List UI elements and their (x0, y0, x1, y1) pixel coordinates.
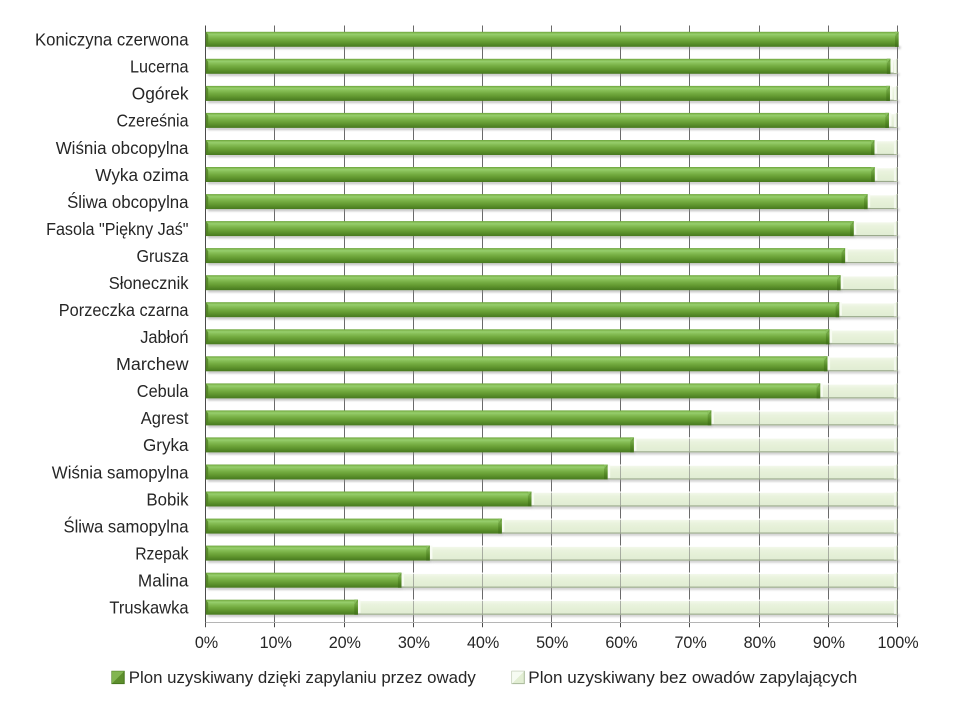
svg-text:Ogórek: Ogórek (132, 84, 189, 104)
svg-text:0%: 0% (195, 634, 218, 652)
svg-text:50%: 50% (536, 634, 568, 652)
svg-text:Bobik: Bobik (146, 489, 188, 509)
svg-text:Koniczyna czerwona: Koniczyna czerwona (35, 30, 189, 50)
svg-text:Plon uzyskiwany dzięki zapylan: Plon uzyskiwany dzięki zapylaniu przez o… (129, 668, 477, 687)
svg-text:Słonecznik: Słonecznik (109, 273, 189, 293)
svg-text:Marchew: Marchew (116, 354, 189, 374)
svg-text:Lucerna: Lucerna (130, 57, 189, 77)
svg-text:Malina: Malina (138, 571, 189, 591)
svg-text:Plon uzyskiwany bez owadów zap: Plon uzyskiwany bez owadów zapylających (528, 668, 857, 687)
svg-text:Śliwa obcopylna: Śliwa obcopylna (67, 192, 189, 212)
svg-text:90%: 90% (813, 634, 845, 652)
svg-text:Wiśnia samopylna: Wiśnia samopylna (52, 462, 189, 482)
svg-text:Cebula: Cebula (137, 381, 189, 401)
svg-text:Czereśnia: Czereśnia (117, 111, 189, 131)
svg-text:Gryka: Gryka (143, 435, 189, 455)
svg-text:100%: 100% (877, 634, 918, 652)
svg-text:60%: 60% (605, 634, 637, 652)
svg-text:Wiśnia obcopylna: Wiśnia obcopylna (56, 138, 189, 158)
svg-text:30%: 30% (398, 634, 430, 652)
svg-text:80%: 80% (744, 634, 776, 652)
svg-text:Agrest: Agrest (141, 408, 189, 428)
svg-text:Jabłoń: Jabłoń (140, 327, 188, 347)
svg-text:10%: 10% (260, 634, 292, 652)
svg-text:Porzeczka czarna: Porzeczka czarna (59, 300, 189, 320)
svg-text:Fasola "Piękny Jaś": Fasola "Piękny Jaś" (46, 219, 188, 239)
svg-text:70%: 70% (675, 634, 707, 652)
svg-text:Rzepak: Rzepak (135, 543, 189, 563)
svg-text:Śliwa samopylna: Śliwa samopylna (64, 516, 189, 536)
svg-text:Wyka ozima: Wyka ozima (95, 165, 189, 185)
svg-text:20%: 20% (329, 634, 361, 652)
svg-text:Truskawka: Truskawka (109, 598, 188, 618)
svg-text:40%: 40% (467, 634, 499, 652)
svg-text:Grusza: Grusza (137, 246, 189, 266)
